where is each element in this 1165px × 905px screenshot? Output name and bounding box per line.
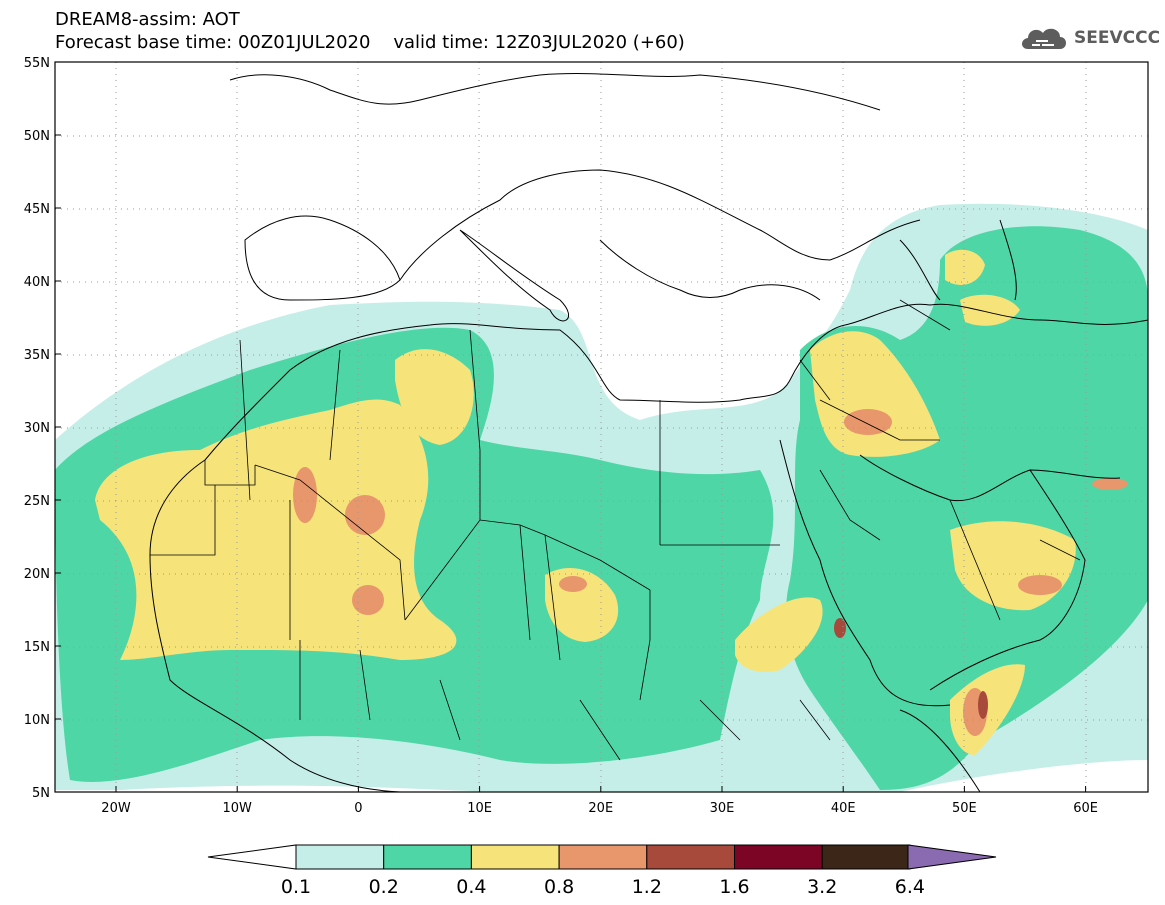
colorbar-over-triangle xyxy=(907,844,997,870)
logo-text: SEEVCCC xyxy=(1074,28,1161,48)
colorbar-tick-label: 1.6 xyxy=(719,876,749,898)
lat-label: 20N xyxy=(24,567,50,582)
lon-label: 10W xyxy=(222,801,252,816)
lon-label: 50E xyxy=(952,801,977,816)
aot-band-0.4-caspian xyxy=(945,249,985,285)
colorbar-tick-label: 0.4 xyxy=(456,876,486,898)
lon-label: 20E xyxy=(588,801,613,816)
lon-label: 10E xyxy=(467,801,492,816)
lat-label: 45N xyxy=(24,202,50,217)
aot-band-0.8-d xyxy=(559,576,587,592)
aot-band-0.8-e xyxy=(844,409,892,435)
colorbar-under-triangle xyxy=(207,844,297,870)
colorbar-tick-label: 0.1 xyxy=(281,876,311,898)
cloud-icon xyxy=(1022,28,1066,49)
aot-field xyxy=(55,203,1148,792)
colorbar-box xyxy=(646,844,735,870)
latitude-labels: 55N 50N 45N 40N 35N 30N 25N 20N 15N 10N 5N xyxy=(24,56,61,801)
valid-time: valid time: 12Z03JUL2020 (+60) xyxy=(393,32,685,53)
base-time: Forecast base time: 00Z01JUL2020 xyxy=(55,32,371,53)
lat-label: 30N xyxy=(24,421,50,436)
lat-label: 10N xyxy=(24,713,50,728)
colorbar-tick-label: 0.2 xyxy=(369,876,399,898)
graticule xyxy=(55,62,1148,792)
lon-label: 0 xyxy=(354,801,362,816)
aot-band-0.8-f xyxy=(1018,575,1062,595)
colorbar-box xyxy=(558,844,648,870)
lon-label: 40E xyxy=(831,801,856,816)
lon-label: 20W xyxy=(101,801,131,816)
lon-label: 60E xyxy=(1073,801,1098,816)
lat-label: 35N xyxy=(24,348,50,363)
aot-band-1.2-b xyxy=(978,691,988,719)
lat-label: 5N xyxy=(32,786,50,801)
lon-label: 30E xyxy=(710,801,735,816)
lat-label: 40N xyxy=(24,275,50,290)
aot-band-0.4-turkmen xyxy=(960,294,1020,326)
aot-band-0.8-a xyxy=(293,467,317,523)
country-borders xyxy=(150,299,1081,761)
lat-label: 15N xyxy=(24,640,50,655)
aot-band-0.8-c xyxy=(352,585,384,615)
lat-label: 50N xyxy=(24,129,50,144)
colorbar-tick-label: 6.4 xyxy=(895,876,925,898)
colorbar-box xyxy=(734,844,823,870)
aot-band-0.4-ethiopia xyxy=(735,597,823,672)
aot-band-0.4-nw xyxy=(395,349,474,445)
map-title: DREAM8-assim: AOT xyxy=(55,9,240,30)
longitude-labels: 20W 10W 0 10E 20E 30E 40E 50E 60E xyxy=(101,786,1098,816)
colorbar-box xyxy=(821,844,911,870)
seevccc-logo: SEEVCCC xyxy=(1018,22,1160,54)
colorbar-box xyxy=(295,844,385,870)
colorbar: 0.1 0.2 0.4 0.8 1.2 1.6 3.2 6.4 xyxy=(207,844,997,898)
colorbar-tick-label: 3.2 xyxy=(807,876,837,898)
time-line: Forecast base time: 00Z01JUL2020 valid t… xyxy=(55,33,685,53)
lat-label: 55N xyxy=(24,56,50,71)
lat-label: 25N xyxy=(24,494,50,509)
aot-band-1.2-a xyxy=(834,618,846,638)
colorbar-box xyxy=(383,844,472,870)
colorbar-tick-label: 1.2 xyxy=(632,876,662,898)
coastlines xyxy=(149,73,1148,792)
colorbar-tick-label: 0.8 xyxy=(544,876,574,898)
aot-band-0.8-h xyxy=(1092,478,1128,490)
colorbar-box xyxy=(470,844,560,870)
aot-band-0.8-b xyxy=(345,495,385,535)
